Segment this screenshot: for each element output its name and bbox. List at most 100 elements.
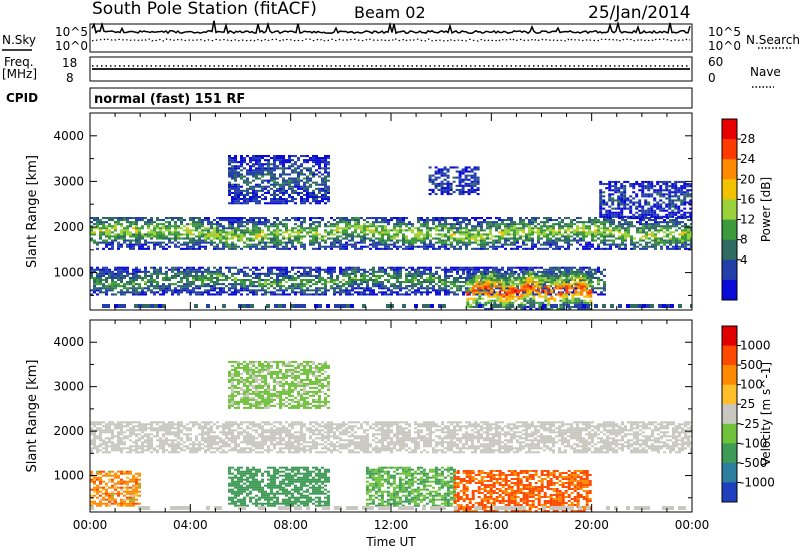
power-cell: [639, 227, 642, 230]
power-cell: [543, 241, 546, 244]
power-cell: [294, 191, 297, 194]
power-cell: [629, 183, 633, 186]
power-cell: [147, 219, 150, 222]
power-cell: [264, 279, 267, 282]
power-cell: [114, 276, 117, 279]
power-cell: [219, 289, 222, 292]
power-cell: [213, 281, 216, 284]
power-cell: [351, 231, 354, 234]
power-cell: [458, 182, 462, 185]
power-cell: [597, 293, 600, 296]
power-cell: [174, 227, 177, 230]
power-cell: [653, 209, 657, 212]
power-cell: [558, 268, 561, 271]
power-cell: [90, 231, 93, 234]
power-cell: [192, 221, 195, 224]
power-cell: [354, 227, 357, 230]
power-cell: [228, 233, 231, 236]
power-cell: [288, 229, 291, 232]
power-cell: [339, 289, 342, 292]
power-cell: [666, 235, 669, 238]
power-cell: [171, 291, 174, 294]
power-cell: [434, 193, 438, 196]
power-cell: [372, 285, 375, 288]
power-cell: [198, 266, 201, 269]
power-cell: [429, 291, 432, 294]
power-cell: [279, 233, 282, 236]
power-cell: [600, 227, 603, 230]
power-cell: [648, 223, 651, 226]
power-cell: [306, 189, 309, 192]
power-cell: [626, 197, 630, 200]
power-cell: [686, 189, 690, 192]
power-cell: [585, 241, 588, 244]
power-cell: [141, 219, 144, 222]
power-cell: [270, 173, 273, 176]
power-cell: [258, 241, 261, 244]
power-cell: [249, 165, 252, 168]
power-cell: [522, 235, 525, 238]
power-cell: [201, 223, 204, 226]
power-cell: [345, 283, 348, 286]
power-cell: [444, 241, 447, 244]
power-cell: [429, 279, 432, 282]
power-cell: [531, 243, 534, 246]
power-cell: [117, 270, 120, 273]
power-cell: [453, 231, 456, 234]
power-cell: [285, 241, 288, 244]
power-cell: [459, 281, 462, 284]
power-cell: [132, 235, 135, 238]
power-cell: [417, 283, 420, 286]
power-cell: [678, 233, 681, 236]
power-cell: [333, 291, 336, 294]
power-cell: [249, 247, 252, 250]
power-cell: [285, 159, 288, 162]
power-cell: [291, 171, 294, 174]
power-cell: [249, 233, 252, 236]
power-cell: [671, 195, 675, 198]
power-cell: [402, 235, 405, 238]
power-cell: [420, 223, 423, 226]
power-cell: [255, 185, 258, 188]
power-cell: [456, 268, 459, 271]
power-cell: [486, 227, 489, 230]
power-cell: [165, 227, 168, 230]
power-cell: [234, 193, 237, 196]
power-cell: [645, 241, 648, 244]
power-cell: [668, 191, 672, 194]
power-cell: [504, 223, 507, 226]
power-cell: [288, 196, 291, 199]
power-cell: [677, 209, 681, 212]
power-cell: [621, 241, 624, 244]
power-cell: [108, 270, 111, 273]
power-cell: [375, 270, 378, 273]
power-cell: [588, 285, 591, 288]
power-cell: [291, 217, 294, 220]
power-cell: [351, 268, 354, 271]
power-cell: [632, 197, 636, 200]
power-cell: [312, 181, 315, 184]
power-cell: [660, 245, 663, 248]
power-cell: [687, 231, 690, 234]
power-cell: [378, 291, 381, 294]
power-cell: [228, 283, 231, 286]
power-cell: [306, 187, 309, 190]
power-cell: [309, 268, 312, 271]
power-cell: [564, 223, 567, 226]
power-cell: [324, 193, 327, 196]
power-cell: [440, 174, 444, 177]
power-cell: [234, 177, 237, 180]
power-cell: [372, 274, 375, 277]
power-cell: [672, 223, 675, 226]
power-cell: [258, 165, 261, 168]
power-cell: [243, 231, 246, 234]
power-cell: [150, 237, 153, 240]
power-cell: [360, 225, 363, 228]
power-cell: [156, 235, 159, 238]
power-cell: [657, 223, 660, 226]
power-cell: [405, 291, 408, 294]
power-cell: [585, 247, 588, 250]
power-cell: [231, 175, 234, 178]
power-cell: [599, 211, 603, 214]
power-cell: [297, 283, 300, 286]
